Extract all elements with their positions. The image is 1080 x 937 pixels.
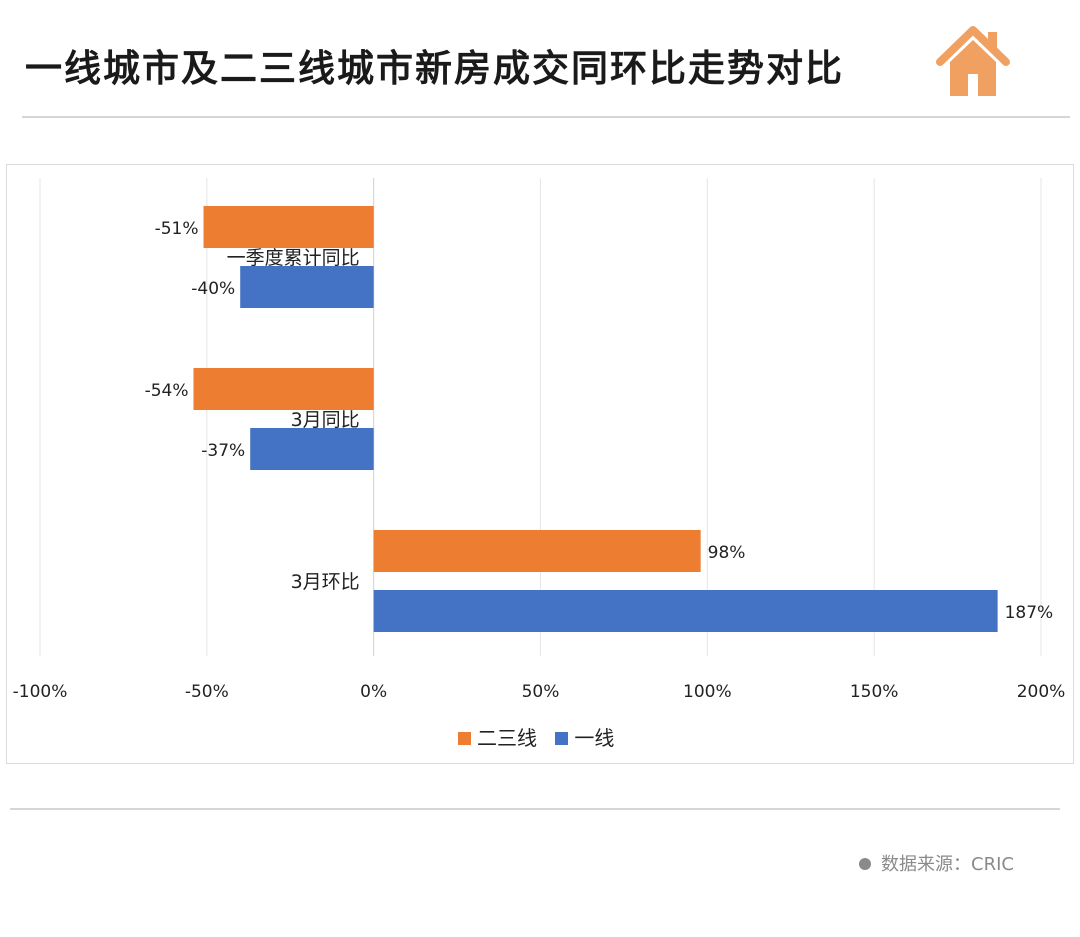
category-label: 一季度累计同比 (227, 247, 360, 269)
bar (203, 206, 374, 248)
data-label: 98% (708, 543, 746, 563)
house-icon (936, 26, 1010, 96)
footer-divider (10, 808, 1060, 810)
category-label: 3月同比 (291, 409, 360, 431)
legend-label-series-b: 一线 (574, 726, 615, 750)
data-source-text: 数据来源：CRIC (881, 854, 1014, 875)
data-source: 数据来源：CRIC (859, 850, 1014, 876)
x-tick-label: -100% (13, 682, 68, 702)
data-labels: -51% -54% 98% -40% -37% 187% (145, 219, 1054, 623)
category-label: 3月环比 (291, 571, 360, 593)
x-tick-label: -50% (185, 682, 229, 702)
legend-swatch-series-b (555, 732, 569, 745)
bar (373, 530, 701, 572)
source-dot-icon (859, 858, 872, 870)
bar (250, 428, 374, 470)
x-tick-label: 100% (683, 682, 732, 702)
grid-lines (39, 178, 1042, 656)
legend-label-series-a: 二三线 (477, 726, 537, 750)
legend-item-series-a: 二三线 (458, 726, 537, 750)
x-tick-label: 50% (522, 682, 560, 702)
bar (193, 368, 374, 410)
data-label: -51% (155, 219, 199, 239)
category-labels: 一季度累计同比 3月同比 3月环比 (227, 247, 360, 593)
legend-item-series-b: 一线 (555, 726, 614, 750)
data-label: -40% (191, 279, 235, 299)
bar (373, 590, 998, 632)
legend: 二三线 一线 (458, 722, 626, 751)
x-tick-labels: -100% -50% 0% 50% 100% 150% 200% (13, 682, 1066, 702)
x-tick-label: 0% (360, 682, 387, 702)
x-tick-label: 200% (1017, 682, 1066, 702)
legend-swatch-series-a (458, 732, 471, 745)
bars (193, 206, 998, 632)
x-tick-label: 150% (850, 682, 899, 702)
header-divider (22, 116, 1070, 118)
data-label: -54% (145, 381, 189, 401)
data-label: -37% (201, 441, 245, 461)
chart-frame (6, 164, 1074, 764)
bar (240, 266, 374, 308)
page-title: 一线城市及二三线城市新房成交同环比走势对比 (25, 47, 844, 90)
data-label: 187% (1005, 603, 1054, 623)
